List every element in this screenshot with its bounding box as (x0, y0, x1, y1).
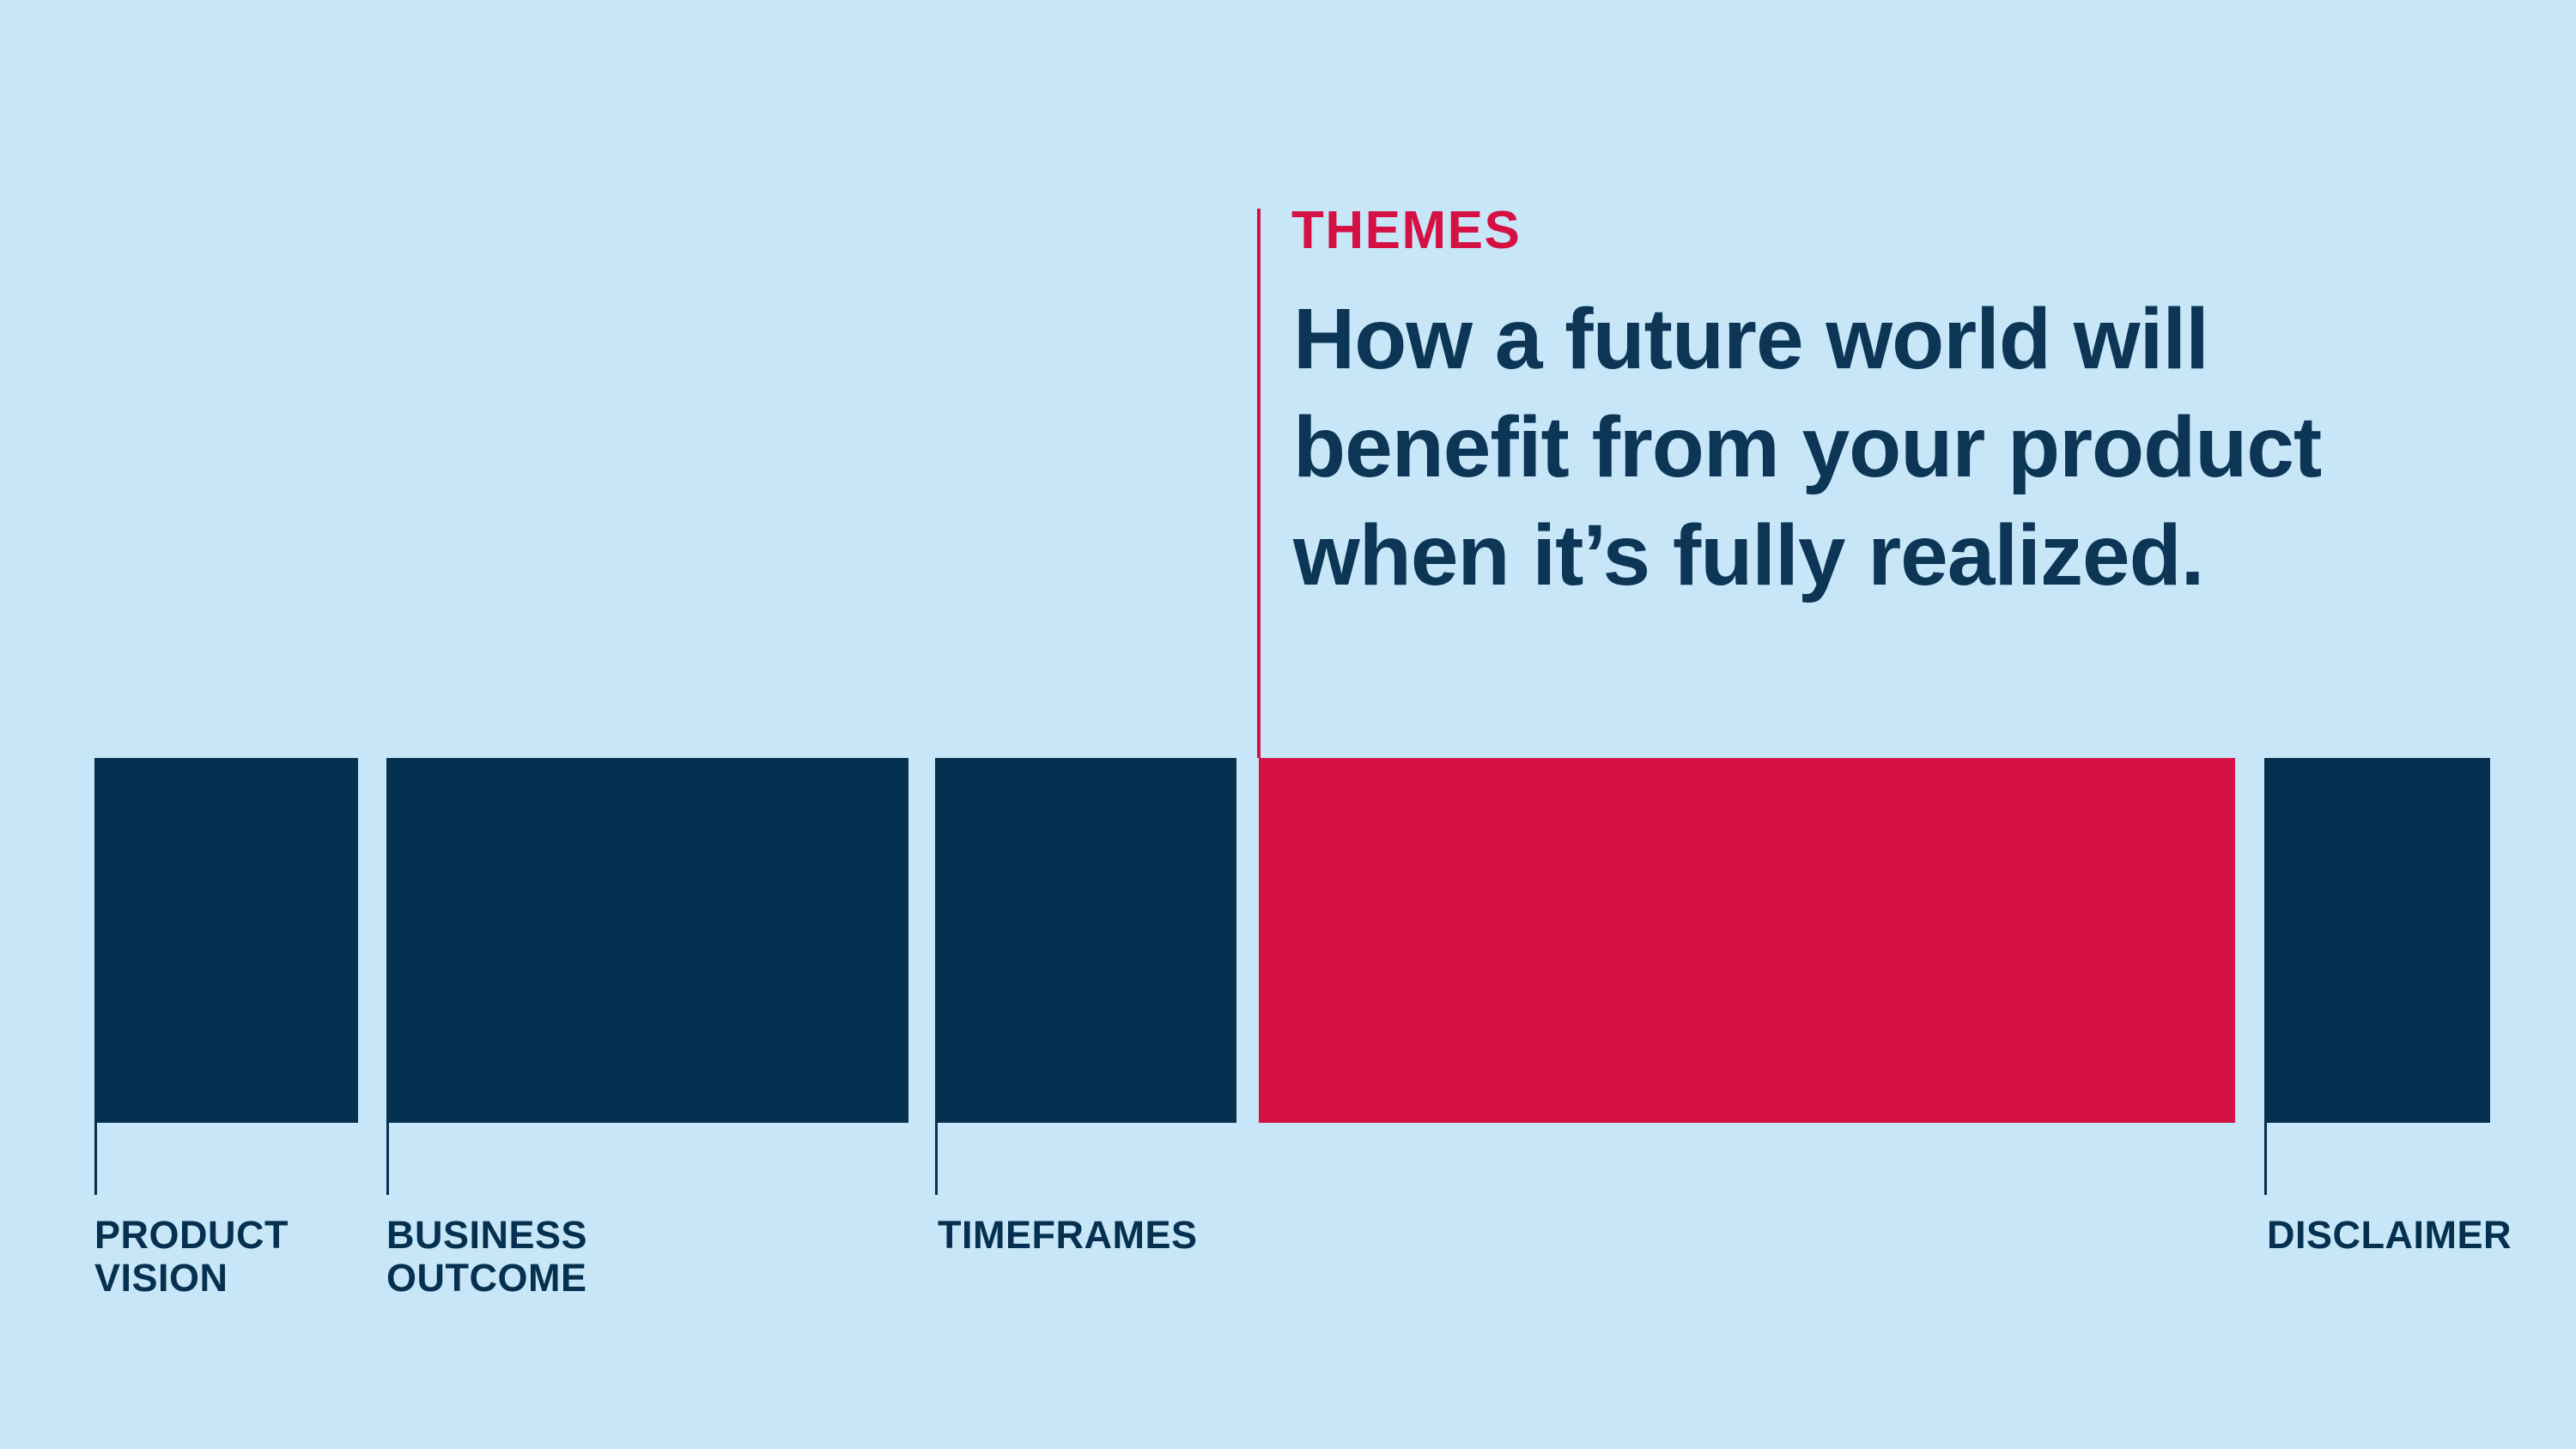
block-product-vision (94, 758, 358, 1123)
label-business-outcome: BUSINESS OUTCOME (386, 1213, 588, 1300)
themes-callout-label: THEMES (1291, 201, 1522, 260)
themes-heading: How a future world will benefit from you… (1293, 291, 2322, 603)
label-disclaimer: DISCLAIMER (2267, 1213, 2512, 1257)
label-timeframes: TIMEFRAMES (938, 1213, 1198, 1257)
block-disclaimer (2264, 758, 2490, 1123)
tick-product-vision (94, 1123, 97, 1195)
block-business-outcome (386, 758, 908, 1123)
tick-timeframes (935, 1123, 938, 1195)
themes-connector-line (1257, 209, 1261, 758)
tick-business-outcome (386, 1123, 389, 1195)
tick-disclaimer (2264, 1123, 2267, 1195)
label-product-vision: PRODUCT VISION (94, 1213, 289, 1300)
block-themes (1259, 758, 2235, 1123)
block-timeframes (935, 758, 1236, 1123)
